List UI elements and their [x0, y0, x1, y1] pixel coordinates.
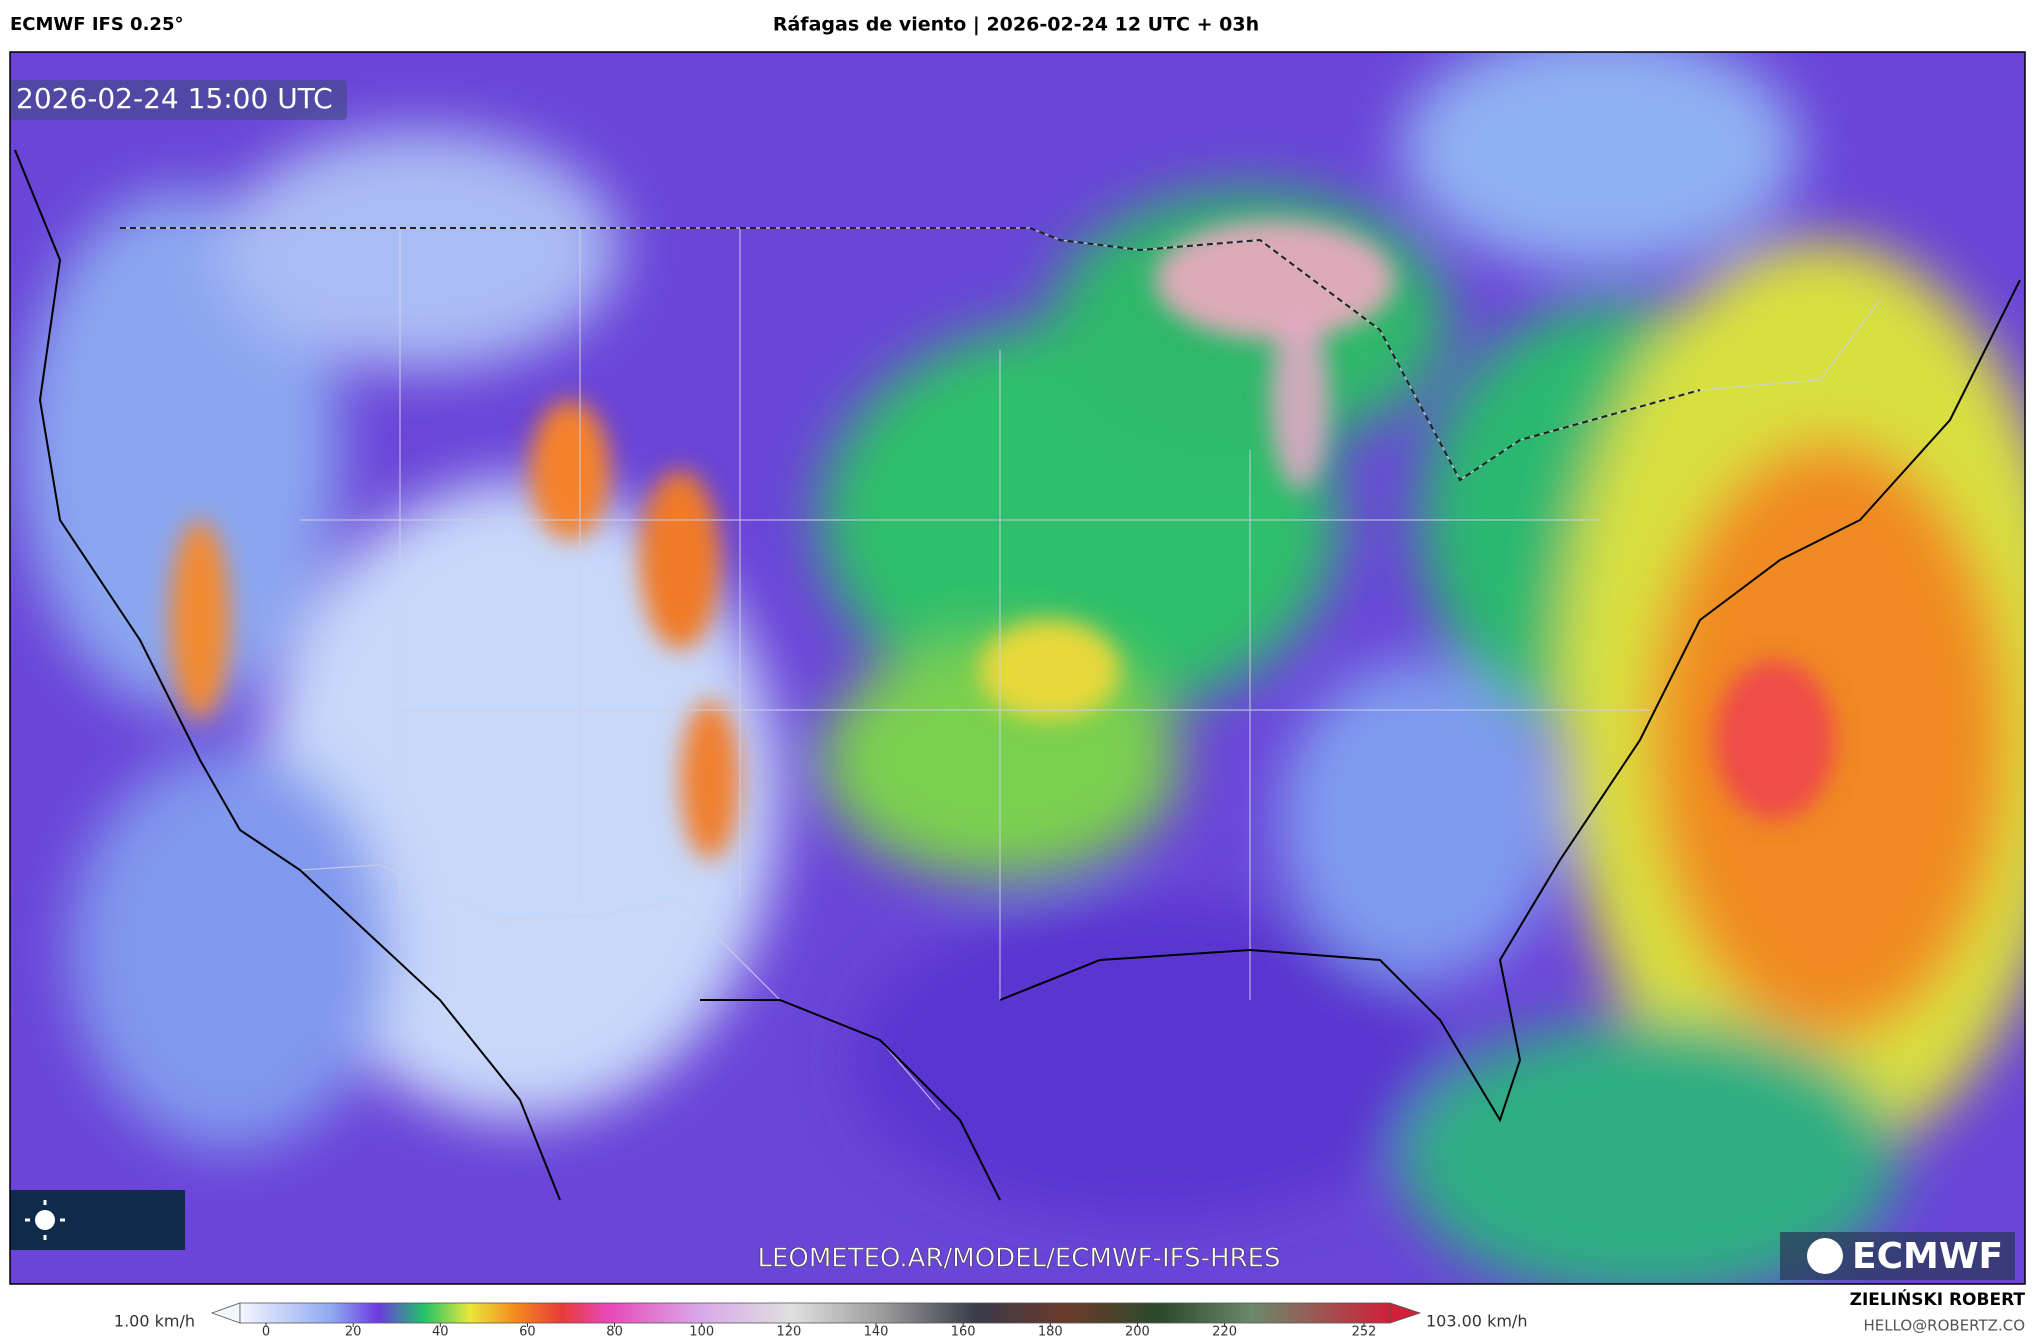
colorbar: 1.00 km/h 103.00 km/h 0 20 40 60 80 100 120 140… [114, 1302, 1527, 1340]
logo: ECMWF [1852, 1236, 2003, 1277]
colorbar-tick-label: 252 [1352, 1325, 1377, 1340]
colorbar-tick-label: 220 [1212, 1325, 1237, 1340]
colorbar-tick-label: 160 [951, 1325, 976, 1340]
colorbar-tick-label: 180 [1038, 1325, 1063, 1340]
colorbar-tick-label: 60 [519, 1325, 536, 1340]
colorbar-tick-label: 120 [776, 1325, 801, 1340]
colorbar-max: 103.00 km/h [1426, 1312, 1527, 1331]
colorbar-min: 1.00 km/h [114, 1312, 195, 1331]
colorbar-tick-label: 20 [345, 1325, 362, 1340]
model-label: ECMWF IFS 0.25° [10, 14, 183, 35]
contact: HELLO@ROBERTZ.CO [1863, 1317, 2025, 1335]
colorbar-tick-label: 140 [864, 1325, 889, 1340]
watermark: LEOMETEO.AR/MODEL/ECMWF-IFS-HRES [757, 1244, 1280, 1274]
timestamp: 2026-02-24 15:00 UTC [16, 82, 333, 115]
colorbar-tick-label: 40 [432, 1325, 449, 1340]
author: ZIELIŃSKI ROBERT [1850, 1288, 2026, 1310]
colorbar-tick-label: 80 [606, 1325, 623, 1340]
colorbar-tick-label: 100 [689, 1325, 714, 1340]
map-title: Ráfagas de viento | 2026-02-24 12 UTC + … [773, 14, 1259, 36]
wind-gust-map: 2026-02-24 15:00 UTC LEOMETEO.AR/MODEL/E… [10, 52, 2025, 1284]
colorbar-tick-label: 200 [1125, 1325, 1150, 1340]
colorbar-tick-label: 0 [262, 1325, 270, 1340]
